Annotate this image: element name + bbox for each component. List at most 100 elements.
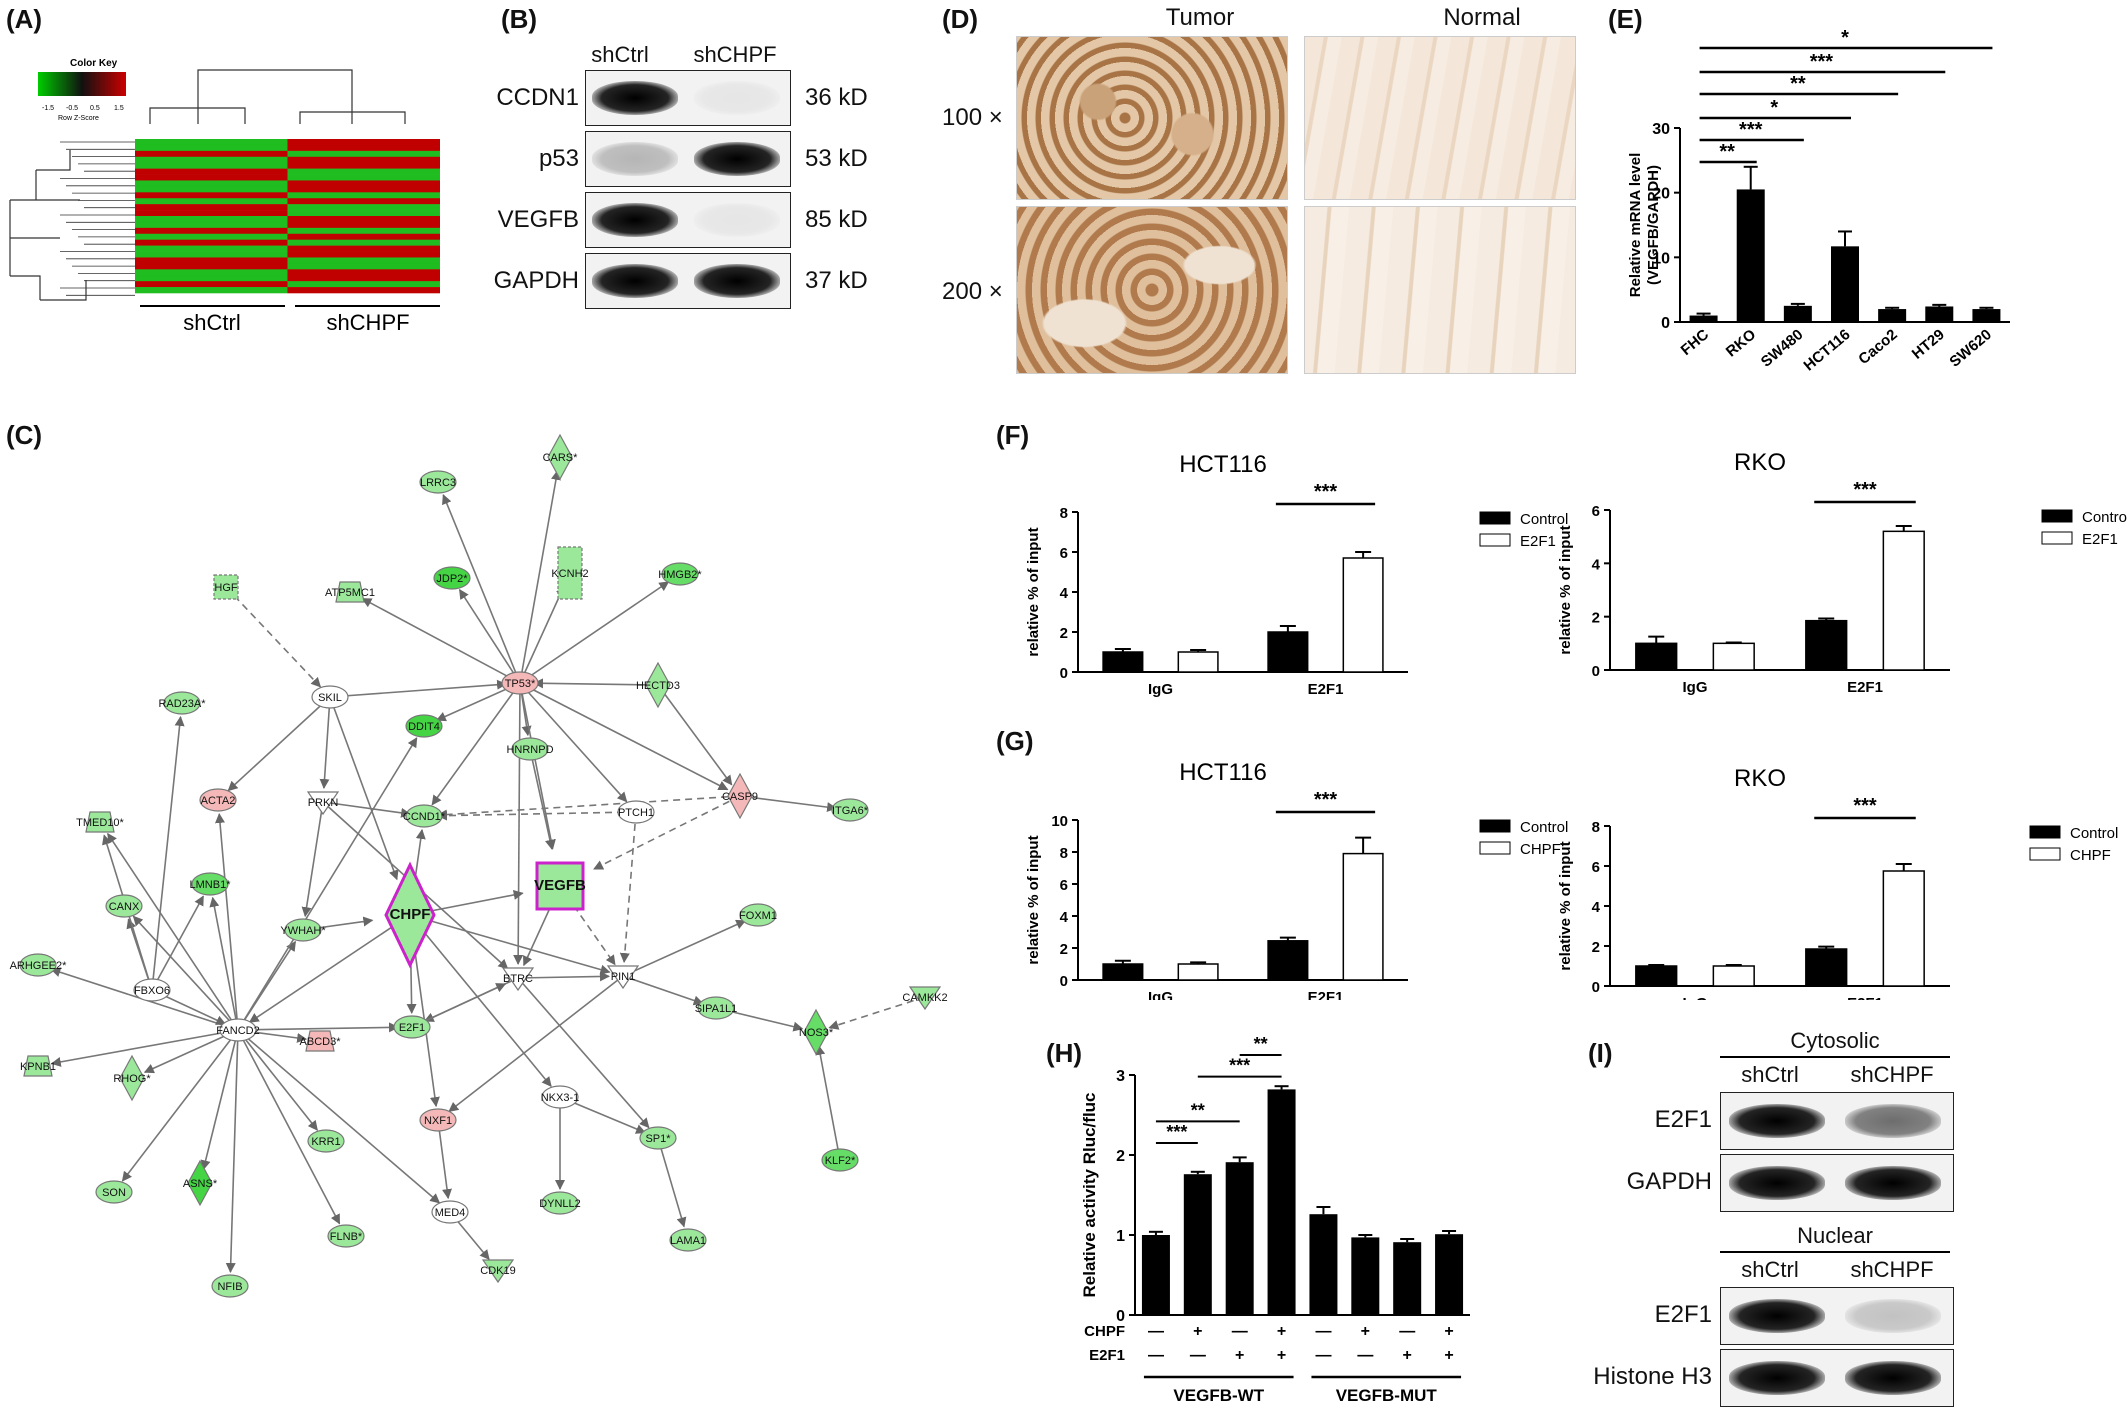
legend-swatch [1479, 533, 1511, 547]
blot-strip [585, 253, 791, 309]
blot-band [1729, 1166, 1825, 1200]
node-ddit4 [405, 714, 443, 738]
panel-i: (I) Cytosolic shCtrl shCHPF E2F1 GAPDH Nuclea… [1570, 1020, 2128, 1410]
node-fbxo6 [133, 978, 171, 1002]
blot-section-title: Nuclear [1797, 1223, 1873, 1248]
node-label: ASNS* [183, 1178, 218, 1190]
heatmap-cell [135, 227, 288, 235]
node-label: BTRC [503, 973, 533, 985]
legend-swatch [1479, 819, 1511, 833]
node-hnrnpd [511, 737, 549, 761]
network-edge [622, 975, 704, 1006]
ihc-image-normal-200x [1304, 206, 1576, 374]
y-tick-label: 0 [1661, 315, 1670, 332]
ihc-image-normal-100x [1304, 36, 1576, 200]
network-edge [50, 1029, 239, 1067]
network-edge [411, 983, 507, 1028]
blot-section-line [1720, 1251, 1950, 1253]
heatmap-cell [287, 269, 440, 276]
node-label: PTCH1 [618, 807, 654, 819]
bar [1102, 651, 1144, 673]
y-tick-label: 30 [1652, 121, 1670, 138]
heatmap-cell [135, 221, 288, 229]
network-edge [237, 1029, 318, 1131]
node-label: FLNB* [330, 1231, 363, 1243]
legend-swatch [2041, 509, 2073, 523]
y-tick-label: 0 [1060, 665, 1068, 682]
node-label: LAMA1 [670, 1235, 706, 1247]
y-tick-label: 8 [1060, 505, 1068, 522]
bar [1635, 965, 1678, 987]
blot-row-label: GAPDH [1626, 1168, 1712, 1195]
node-label: NFIB [217, 1281, 242, 1293]
node-label: YWHAH* [280, 925, 326, 937]
heatmap-cell [135, 144, 288, 152]
chpf-sign: — [1148, 1323, 1164, 1340]
significance-label: *** [1810, 51, 1834, 73]
node-label: CASP9 [722, 791, 758, 803]
node-sp1 [639, 1126, 677, 1150]
node-label: CCND1* [403, 811, 446, 823]
legend-swatch [2029, 847, 2061, 861]
column-dendrogram [149, 69, 406, 124]
heatmap-cell [287, 263, 440, 270]
node-nkx3 [541, 1085, 579, 1109]
node-label: SP1* [645, 1133, 671, 1145]
bar [1882, 530, 1925, 671]
heatmap-cell [135, 275, 288, 282]
node-flnb [327, 1224, 365, 1248]
network-edge [237, 1022, 400, 1033]
bar [1267, 631, 1309, 673]
panel-a: (A) Color Key -1.5 -0.5 0.5 1.5 Row Z-Score sh… [0, 0, 460, 390]
heatmap-cell [135, 245, 288, 252]
blot-band [694, 81, 780, 115]
network-edge [151, 715, 185, 991]
color-key-axis: Row Z-Score [58, 115, 99, 122]
node-label: TMED10* [76, 817, 124, 829]
network-edge [329, 679, 508, 698]
network-edge [442, 494, 521, 684]
network-edge [248, 914, 411, 1023]
network-edge [519, 682, 729, 791]
network-edge [519, 469, 561, 684]
panel-b: (B) shCtrl shCHPF CCDN1 36 kD p53 53 kD VEGFB 8… [475, 0, 945, 330]
category-label: SW620 [1946, 326, 1995, 371]
bar [1177, 963, 1219, 981]
ihc-column-normal: Normal [1443, 4, 1521, 31]
network-edge [319, 696, 331, 790]
chpf-sign: + [1361, 1323, 1370, 1340]
y-tick-label: 6 [1060, 545, 1068, 562]
network-edge [237, 1029, 341, 1225]
node-label: SKIL [318, 692, 342, 704]
network-edge [301, 801, 324, 918]
bar [1267, 940, 1309, 981]
blot-band [1729, 1361, 1825, 1395]
row-dendrogram [9, 150, 87, 301]
heatmap-cell [287, 150, 440, 158]
bar [1635, 642, 1678, 671]
chart-title: HCT116 [1179, 451, 1267, 478]
e2f1-sign: + [1403, 1347, 1412, 1364]
network-edge [431, 682, 521, 806]
bar [1141, 1235, 1170, 1315]
chpf-sign: + [1444, 1323, 1453, 1340]
significance-label: * [1770, 97, 1778, 119]
heatmap-cell [287, 180, 440, 187]
heatmap-cell [287, 239, 440, 246]
node-label: FBXO6 [134, 985, 170, 997]
node-vegfb [535, 861, 585, 911]
y-tick-label: 0 [1060, 973, 1068, 990]
category-label: Caco2 [1855, 326, 1900, 368]
heatmap-cell [287, 233, 440, 240]
ihc-image-tumor-100x [1016, 36, 1288, 200]
network-edge [132, 915, 239, 1031]
y-tick-label: 10 [1652, 250, 1670, 267]
legend-label: Control [1520, 511, 1568, 528]
e2f1-sign: — [1357, 1347, 1373, 1364]
y-axis-label: relative % of input [1557, 841, 1574, 970]
bar [1831, 246, 1859, 322]
y-tick-label: 4 [1592, 556, 1601, 573]
network-edge-dashed [436, 795, 741, 820]
bar [1435, 1234, 1464, 1315]
y-tick-label: 0 [1592, 663, 1600, 680]
